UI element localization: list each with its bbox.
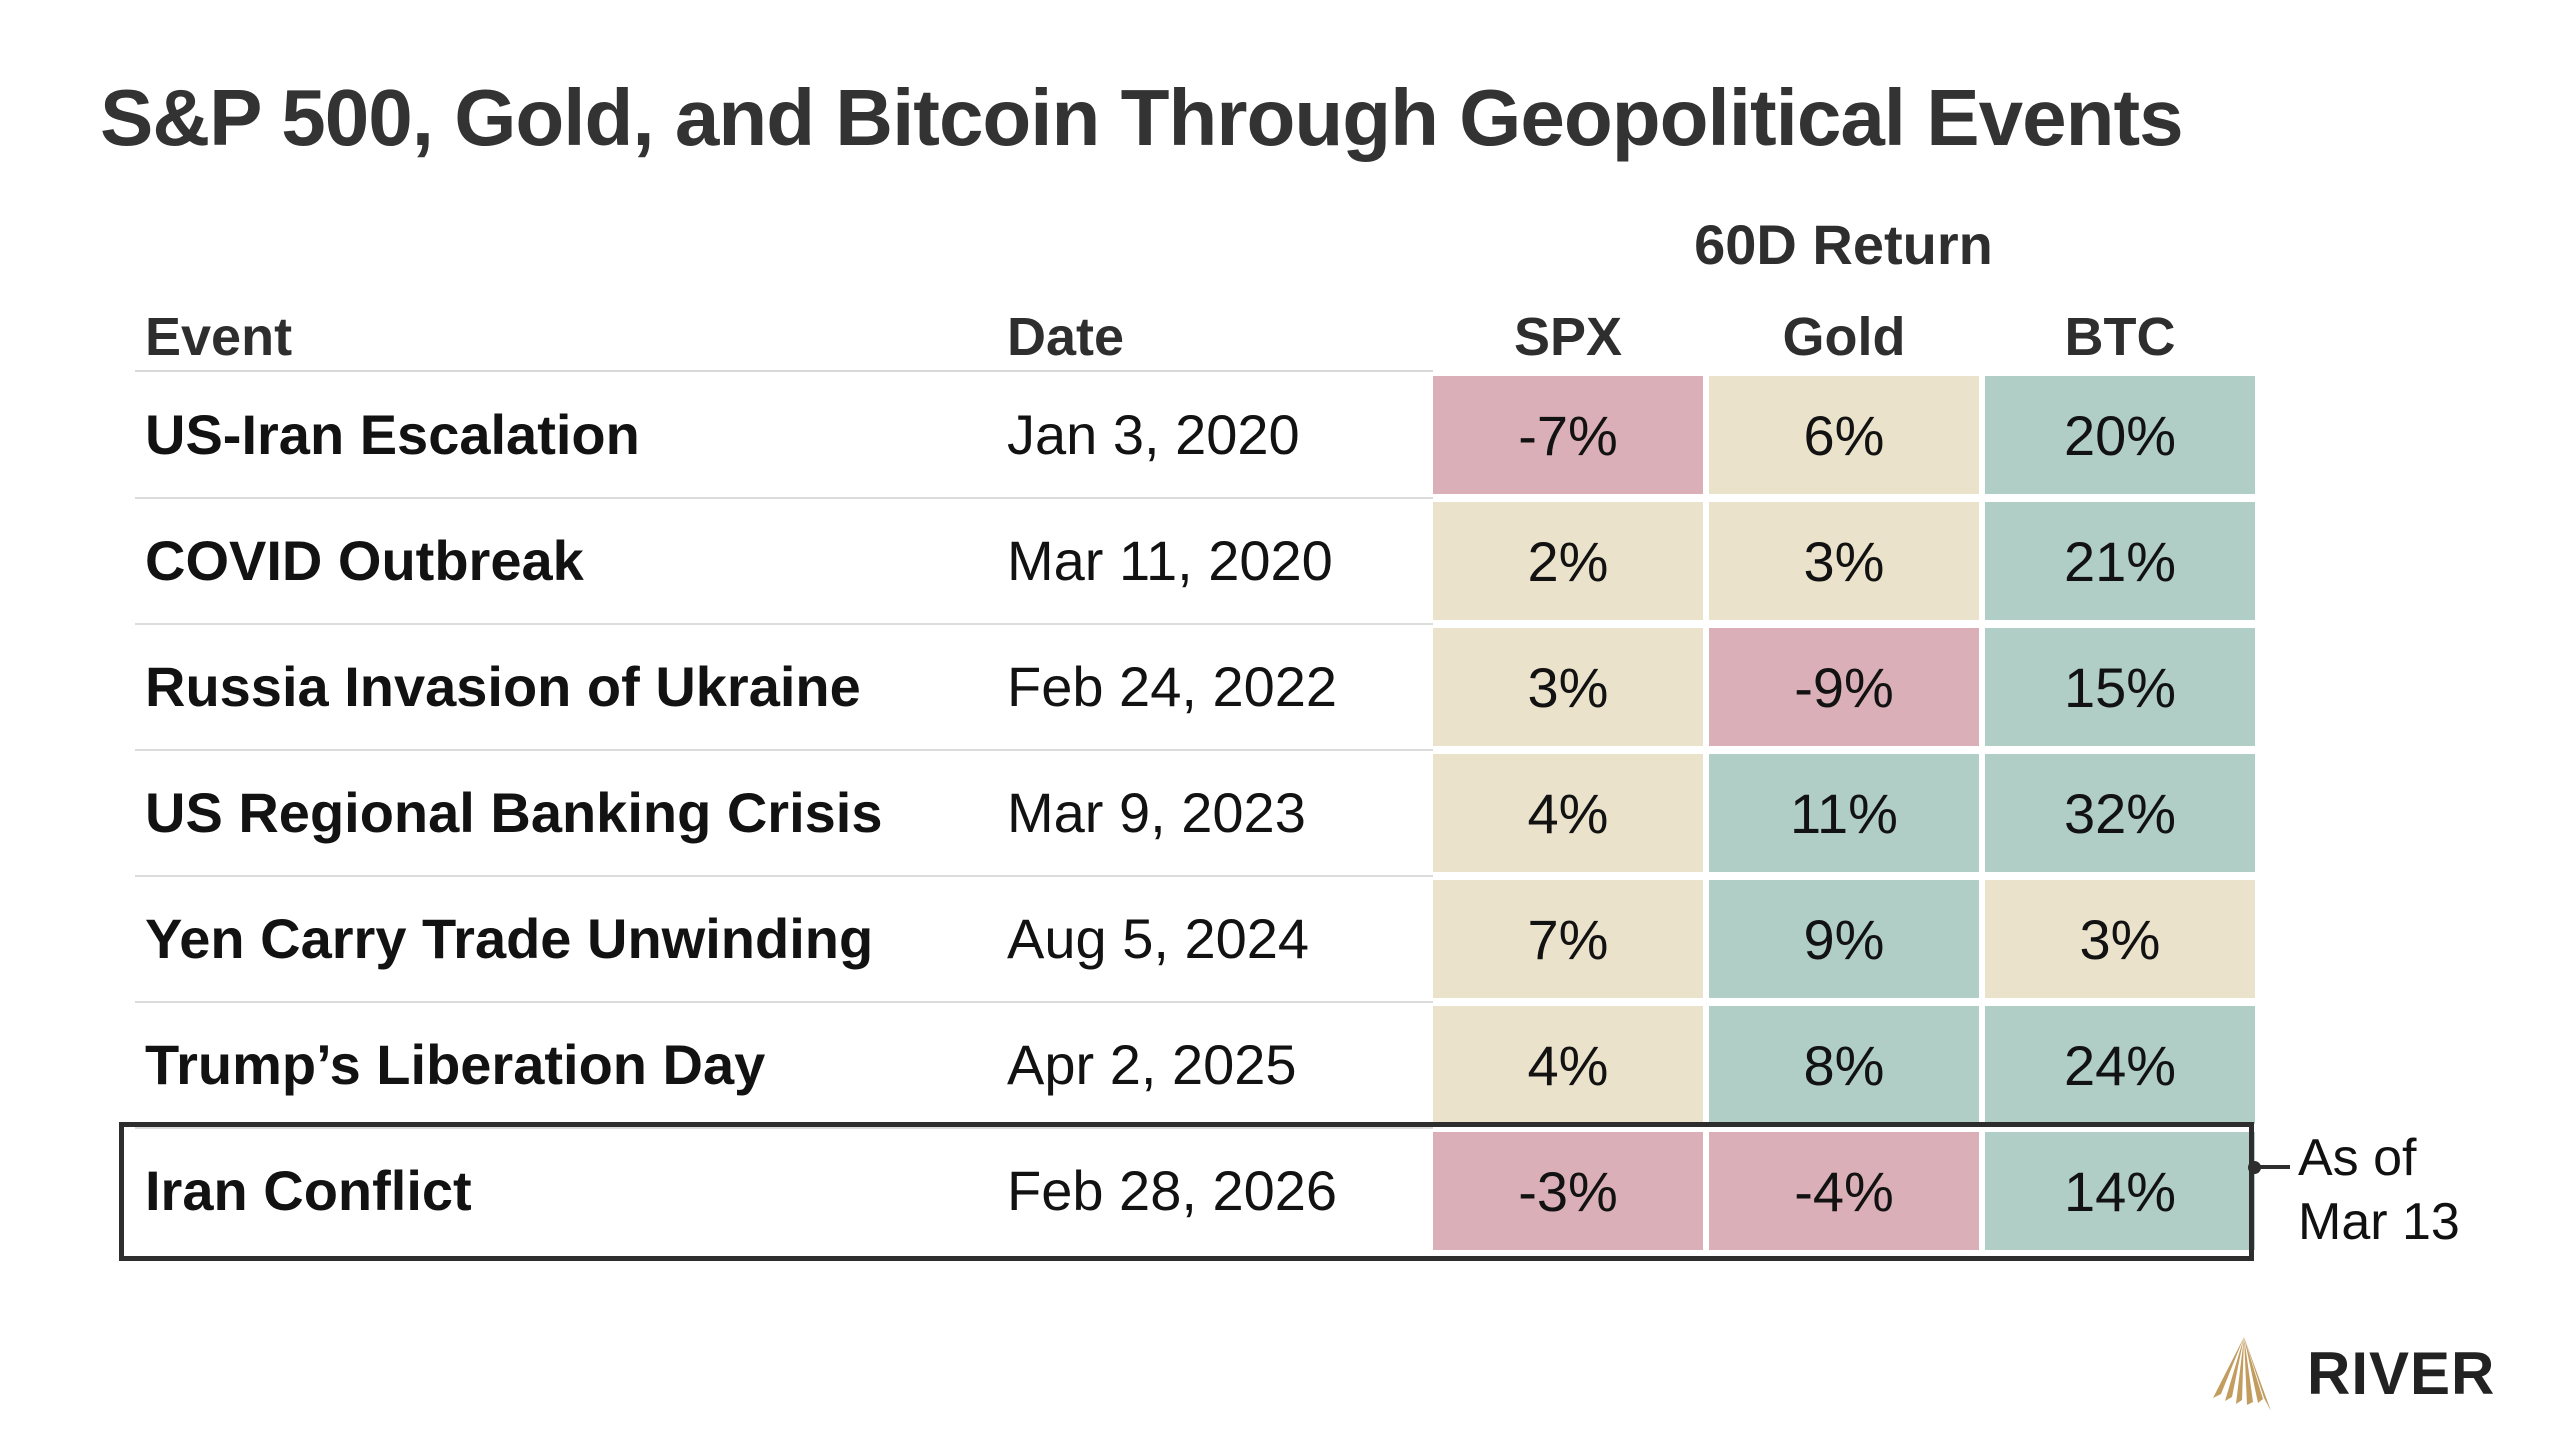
column-header-spx: SPX	[1513, 307, 1623, 367]
annotation-line2: Mar 13	[2298, 1193, 2460, 1251]
column-header-gold: Gold	[1782, 307, 1906, 367]
event-label: US Regional Banking Crisis	[145, 781, 883, 844]
btc-return-cell: 3%	[1985, 880, 2255, 998]
table-row: Trump’s Liberation Day Apr 2, 2025 4% 8%…	[0, 1002, 2560, 1129]
event-label: Trump’s Liberation Day	[145, 1033, 766, 1096]
btc-return-cell: 15%	[1985, 628, 2255, 746]
spx-return-cell: 4%	[1433, 754, 1703, 872]
column-header-event: Event	[145, 307, 293, 367]
btc-return-cell: 32%	[1985, 754, 2255, 872]
date-label: Jan 3, 2020	[1007, 403, 1300, 466]
annotation-connector-line	[2254, 1165, 2290, 1169]
table-body: US-Iran Escalation Jan 3, 2020 -7% 6% 20…	[0, 372, 2560, 1254]
table-row: US Regional Banking Crisis Mar 9, 2023 4…	[0, 750, 2560, 877]
spx-return-cell: 2%	[1433, 502, 1703, 620]
annotation-line1: As of	[2298, 1129, 2417, 1187]
column-header-date: Date	[1007, 307, 1125, 367]
as-of-annotation: As of Mar 13	[2298, 1126, 2460, 1254]
btc-return-cell: 14%	[1985, 1132, 2255, 1250]
river-logo: RIVER	[2213, 1334, 2495, 1414]
date-label: Feb 28, 2026	[1007, 1159, 1338, 1222]
date-label: Feb 24, 2022	[1007, 655, 1338, 718]
table-row: US-Iran Escalation Jan 3, 2020 -7% 6% 20…	[0, 372, 2560, 499]
gold-return-cell: 8%	[1709, 1006, 1979, 1124]
column-header-btc: BTC	[2064, 307, 2176, 367]
event-label: Yen Carry Trade Unwinding	[145, 907, 874, 970]
river-wordmark: RIVER	[2307, 1340, 2496, 1407]
gold-return-cell: 3%	[1709, 502, 1979, 620]
spx-return-cell: 7%	[1433, 880, 1703, 998]
btc-return-cell: 21%	[1985, 502, 2255, 620]
spx-return-cell: -7%	[1433, 376, 1703, 494]
date-label: Mar 9, 2023	[1007, 781, 1306, 844]
date-label: Aug 5, 2024	[1007, 907, 1310, 970]
table-row: Iran Conflict Feb 28, 2026 -3% -4% 14%	[0, 1128, 2560, 1254]
page-title: S&P 500, Gold, and Bitcoin Through Geopo…	[100, 73, 2184, 162]
gold-return-cell: -4%	[1709, 1132, 1979, 1250]
highlight-box-iran-conflict	[119, 1122, 2254, 1261]
gold-return-cell: 9%	[1709, 880, 1979, 998]
btc-return-cell: 24%	[1985, 1006, 2255, 1124]
spx-return-cell: 4%	[1433, 1006, 1703, 1124]
group-header-60d-return: 60D Return	[1694, 213, 1993, 276]
gold-return-cell: 6%	[1709, 376, 1979, 494]
gold-return-cell: 11%	[1709, 754, 1979, 872]
date-label: Apr 2, 2025	[1007, 1033, 1297, 1096]
event-label: Russia Invasion of Ukraine	[145, 655, 861, 718]
table-row: COVID Outbreak Mar 11, 2020 2% 3% 21%	[0, 498, 2560, 625]
river-rays-icon	[2213, 1337, 2271, 1411]
btc-return-cell: 20%	[1985, 376, 2255, 494]
table-row: Russia Invasion of Ukraine Feb 24, 2022 …	[0, 624, 2560, 751]
gold-return-cell: -9%	[1709, 628, 1979, 746]
date-label: Mar 11, 2020	[1007, 529, 1333, 592]
spx-return-cell: -3%	[1433, 1132, 1703, 1250]
header-divider	[135, 370, 1433, 372]
event-label: US-Iran Escalation	[145, 403, 640, 466]
event-label: COVID Outbreak	[145, 529, 584, 592]
event-label: Iran Conflict	[145, 1159, 472, 1222]
table-row: Yen Carry Trade Unwinding Aug 5, 2024 7%…	[0, 876, 2560, 1003]
spx-return-cell: 3%	[1433, 628, 1703, 746]
